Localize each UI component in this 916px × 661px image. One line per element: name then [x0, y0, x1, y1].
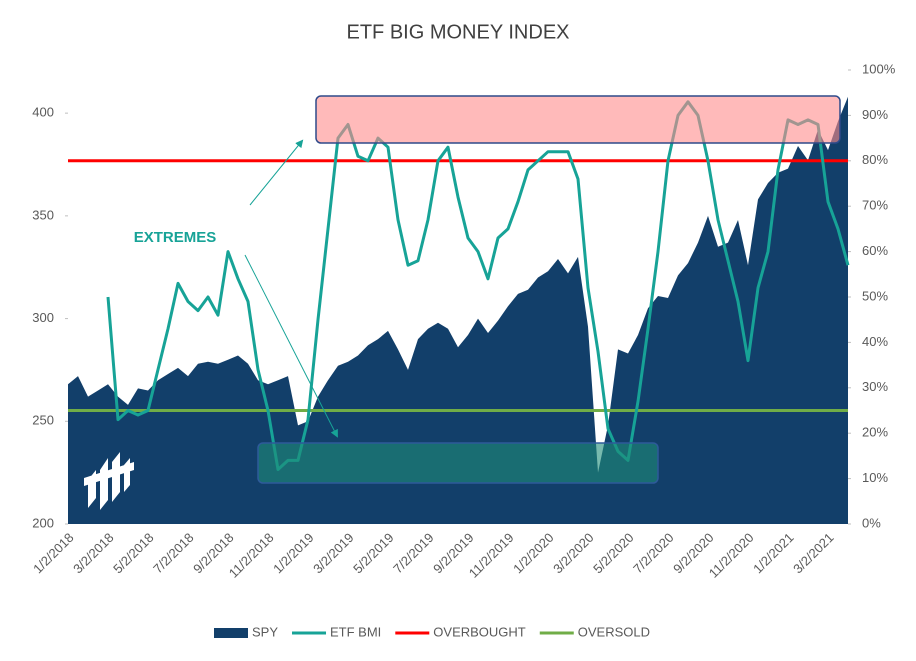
annotation: EXTREMES	[134, 229, 217, 246]
legend-label: OVERBOUGHT	[433, 624, 526, 639]
y2-tick-label: 80%	[862, 152, 888, 167]
y2-tick-label: 70%	[862, 198, 888, 213]
y-tick-label: 400	[32, 105, 54, 120]
x-tick-label: 7/2/2019	[390, 530, 436, 576]
x-tick-label: 5/2/2019	[350, 530, 396, 576]
arrow	[249, 139, 304, 206]
x-tick-label: 1/2/2021	[750, 530, 796, 576]
x-tick-label: 1/2/2018	[30, 530, 76, 576]
y2-tick-label: 10%	[862, 470, 888, 485]
x-tick-label: 1/2/2019	[270, 530, 316, 576]
legend-swatch	[214, 628, 248, 638]
y2-tick-label: 90%	[862, 107, 888, 122]
line	[106, 100, 850, 471]
arrow	[244, 254, 338, 438]
y2-tick-label: 50%	[862, 288, 888, 303]
x-tick-label: 3/2/2018	[70, 530, 116, 576]
chart-title: ETF BIG MONEY INDEX	[347, 21, 570, 43]
overbought-box	[315, 95, 841, 144]
legend-label: SPY	[252, 624, 278, 639]
x-tick-label: 5/2/2020	[590, 530, 636, 576]
x-tick-label: 1/2/2020	[510, 530, 556, 576]
y2-tick-label: 40%	[862, 334, 888, 349]
y-tick-label: 250	[32, 413, 54, 428]
y-tick-label: 350	[32, 207, 54, 222]
y-tick-label: 300	[32, 310, 54, 325]
y2-tick-label: 20%	[862, 425, 888, 440]
x-tick-label: 5/2/2018	[110, 530, 156, 576]
x-tick-label: 3/2/2021	[790, 530, 836, 576]
y2-tick-label: 30%	[862, 379, 888, 394]
x-tick-label: 3/2/2020	[550, 530, 596, 576]
y2-tick-label: 0%	[862, 515, 881, 530]
x-tick-label: 3/2/2019	[310, 530, 356, 576]
logo	[84, 452, 134, 510]
y-tick-label: 200	[32, 515, 54, 530]
x-tick-label: 7/2/2020	[630, 530, 676, 576]
y2-tick-label: 100%	[862, 61, 896, 76]
legend-label: ETF BMI	[330, 624, 381, 639]
x-tick-label: 7/2/2018	[150, 530, 196, 576]
legend-label: OVERSOLD	[578, 624, 650, 639]
y2-tick-label: 60%	[862, 243, 888, 258]
area	[68, 96, 848, 524]
oversold-box	[257, 442, 659, 484]
